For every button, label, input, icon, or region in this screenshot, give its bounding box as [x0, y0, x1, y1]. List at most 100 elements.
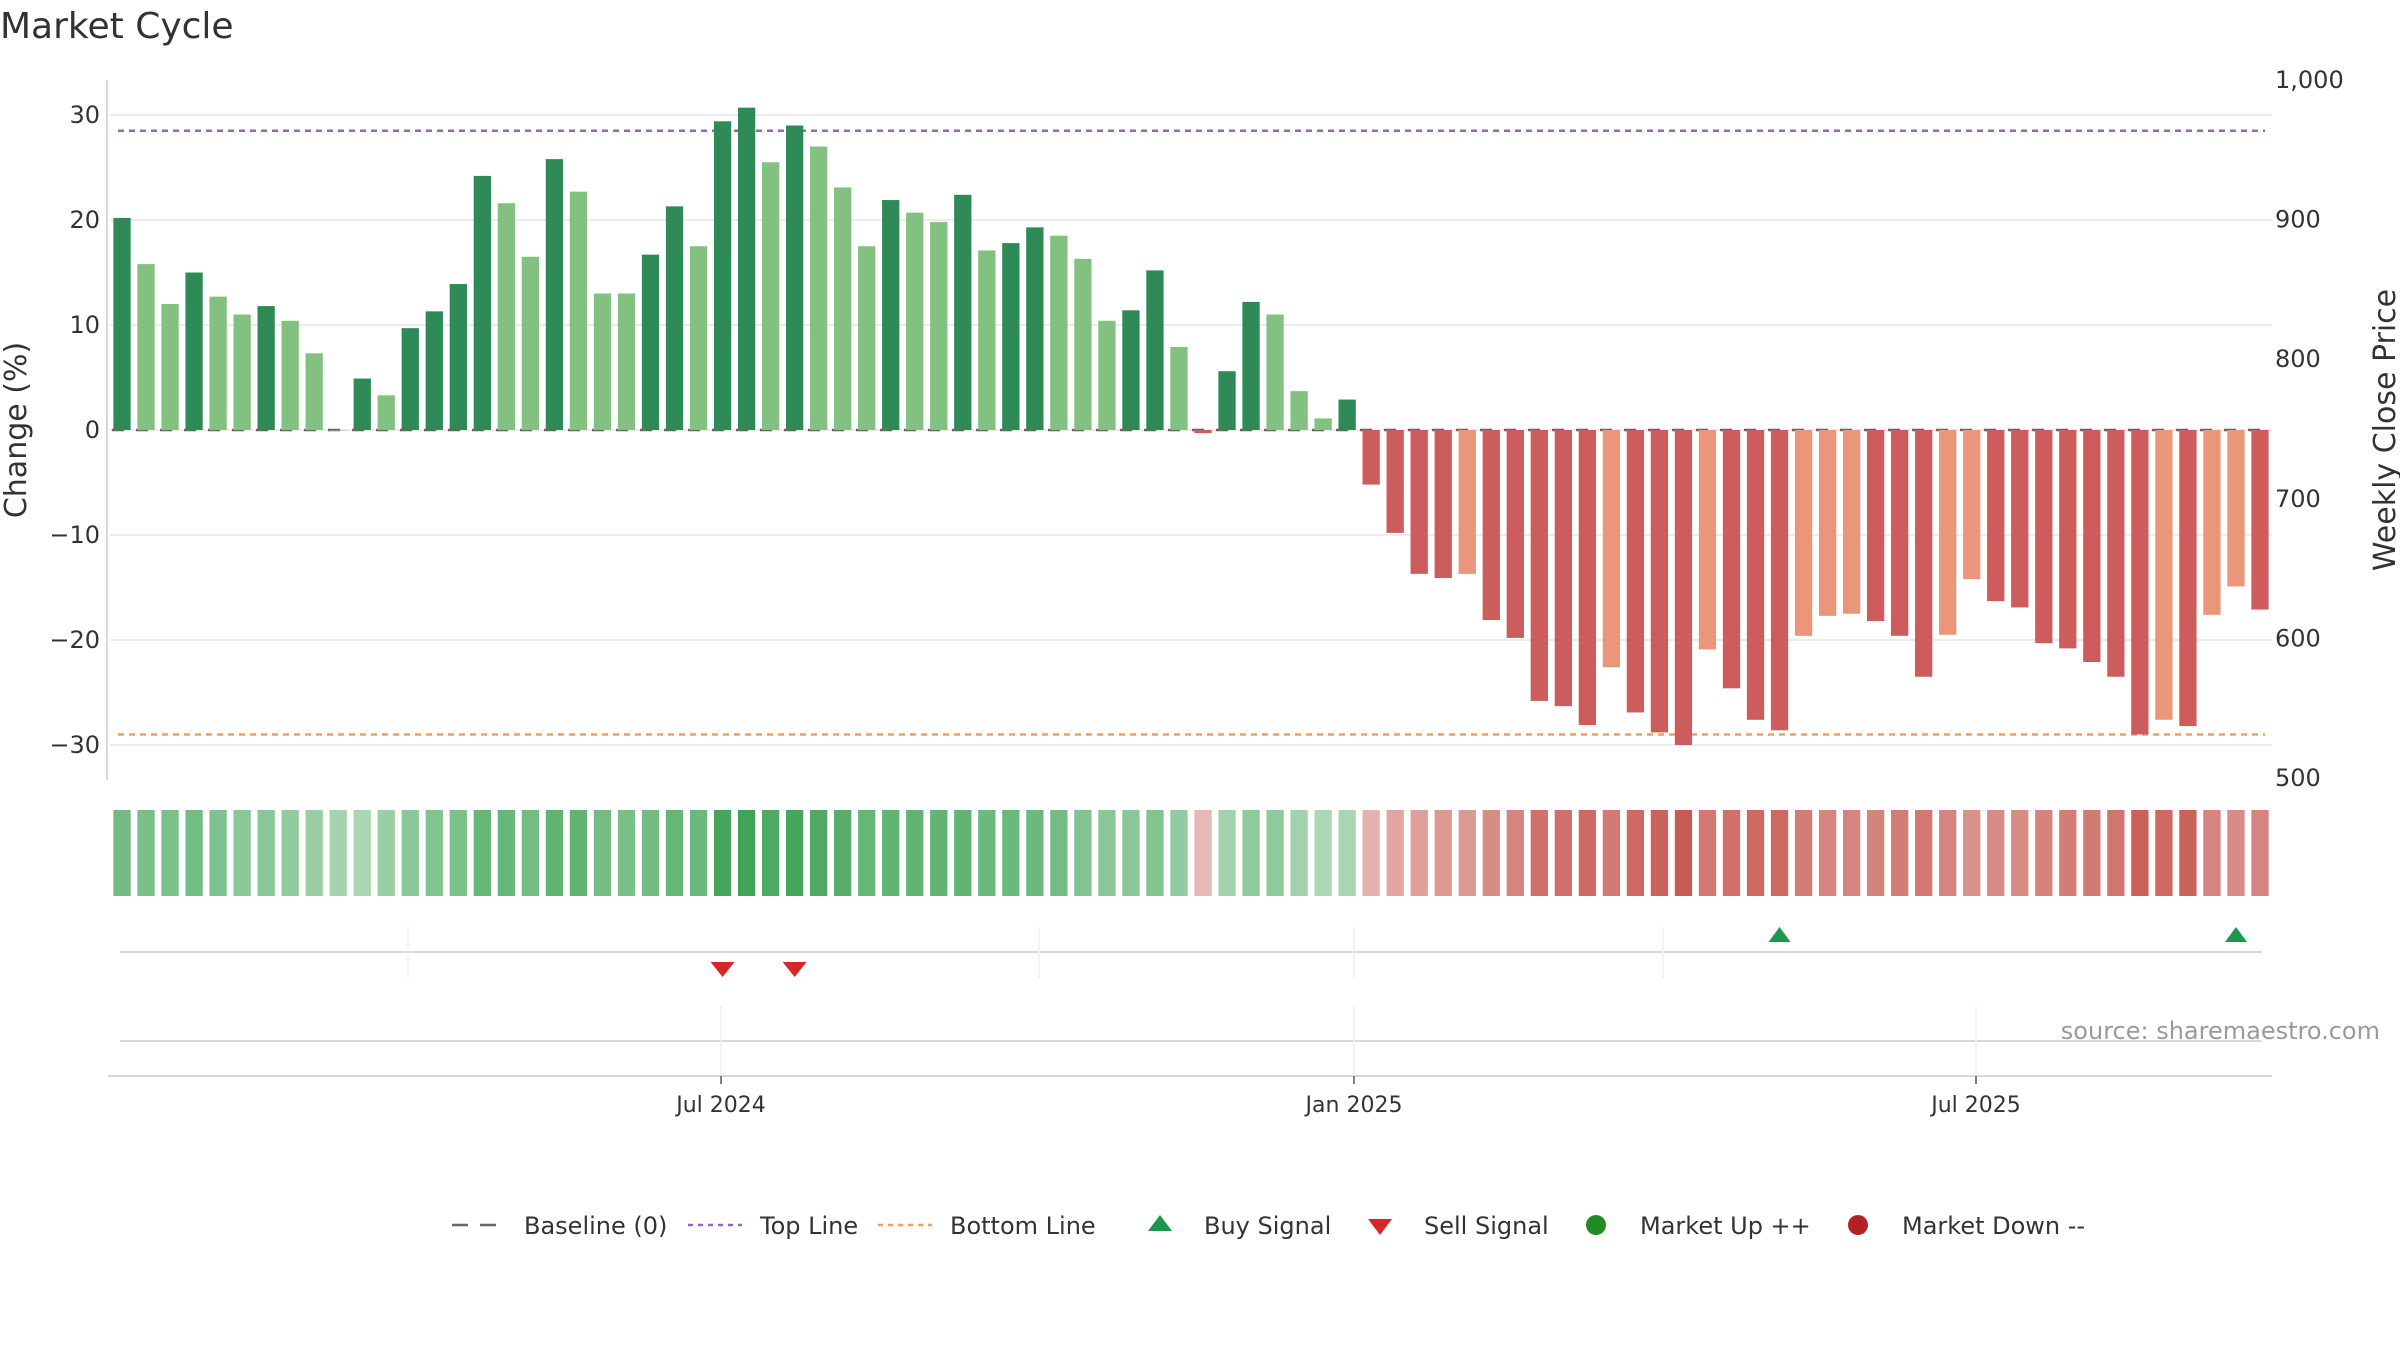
heat-cell	[1242, 810, 1260, 896]
bar	[113, 217, 131, 430]
heat-cell	[401, 810, 419, 896]
heat-cell	[1674, 810, 1693, 896]
heat-cell	[209, 810, 227, 896]
reference-lines	[112, 129, 2270, 736]
legend: Baseline (0) Top Line Bottom Line Buy Signa…	[452, 1212, 2085, 1240]
bar	[1915, 430, 1933, 677]
heat-cell	[185, 810, 203, 896]
heat-strip	[113, 810, 2269, 896]
bar	[521, 256, 540, 430]
heat-cell	[2059, 810, 2077, 896]
y2-tick-label: 900	[2275, 206, 2321, 234]
buy-signal-marker	[1768, 927, 1791, 942]
heat-cell	[2035, 810, 2053, 896]
bar	[834, 187, 852, 430]
bar	[1170, 347, 1188, 430]
bar	[1218, 371, 1236, 430]
bar	[1146, 270, 1164, 430]
bar	[1506, 430, 1524, 638]
bar	[1074, 258, 1092, 430]
y-tick-label: −30	[49, 731, 100, 759]
heat-cell	[1794, 810, 1813, 896]
heat-cell	[1650, 810, 1669, 896]
heat-cell	[1818, 810, 1837, 896]
bar	[1722, 430, 1741, 689]
heat-cell	[1170, 810, 1188, 896]
bar	[1578, 430, 1597, 726]
bar	[1674, 430, 1693, 745]
bar	[569, 191, 588, 430]
legend-label: Buy Signal	[1204, 1212, 1331, 1240]
bar	[713, 121, 732, 431]
bar	[1098, 320, 1116, 430]
heat-cell	[930, 810, 948, 896]
heat-cell	[521, 810, 540, 896]
legend-swatch	[1848, 1215, 1868, 1235]
bar	[329, 430, 347, 431]
heat-cell	[1434, 810, 1452, 896]
bar	[209, 296, 227, 430]
bar	[593, 293, 612, 430]
heat-cell	[425, 810, 443, 896]
legend-swatch	[1368, 1219, 1392, 1235]
heat-cell	[1290, 810, 1308, 896]
heat-cell	[1987, 810, 2005, 896]
y-tick-label: 0	[85, 416, 100, 444]
bar	[665, 206, 684, 430]
bar	[1770, 430, 1789, 731]
bar	[1458, 430, 1476, 574]
bar	[617, 293, 636, 430]
heat-cell	[1770, 810, 1789, 896]
heat-cell	[1362, 810, 1380, 896]
heat-cell	[1314, 810, 1332, 896]
bar	[1698, 430, 1717, 650]
heat-cell	[1458, 810, 1476, 896]
heat-cell	[617, 810, 636, 896]
heat-cell	[1122, 810, 1140, 896]
bar	[2011, 430, 2029, 608]
y-tick-label: 30	[69, 101, 100, 129]
legend-label: Bottom Line	[950, 1212, 1096, 1240]
heat-cell	[281, 810, 299, 896]
bar	[954, 194, 972, 430]
legend-item-baseline: Baseline (0)	[452, 1212, 667, 1240]
heat-cell	[906, 810, 924, 896]
date-axis-panel: Jul 2024 Jan 2025 Jul 2025 source: sharemae…	[108, 1006, 2380, 1118]
bar	[1386, 430, 1404, 533]
bar	[137, 264, 155, 430]
heat-cell	[1915, 810, 1933, 896]
bar	[1939, 430, 1957, 635]
bar	[689, 246, 708, 430]
bar-series	[113, 107, 2269, 745]
heat-cell	[834, 810, 852, 896]
buy-signal-marker	[2224, 927, 2247, 942]
heat-cell	[1050, 810, 1068, 896]
heat-cell	[641, 810, 660, 896]
x-tick-label: Jul 2024	[674, 1093, 766, 1118]
legend-item-buy: Buy Signal	[1148, 1212, 1331, 1240]
bar	[930, 222, 948, 430]
bar	[1194, 430, 1212, 434]
y2-tick-label: 700	[2275, 485, 2321, 513]
heat-cell	[1939, 810, 1957, 896]
heat-cell	[329, 810, 347, 896]
bar	[1482, 430, 1500, 621]
heat-cell	[1098, 810, 1116, 896]
legend-item-up: Market Up ++	[1586, 1212, 1811, 1240]
y2-tick-label: 800	[2275, 345, 2321, 373]
bar	[2035, 430, 2053, 644]
bar	[161, 304, 179, 430]
heat-cell	[954, 810, 972, 896]
heat-cell	[2083, 810, 2101, 896]
sell-signal-marker	[710, 962, 735, 977]
heat-cell	[785, 810, 804, 896]
legend-label: Top Line	[759, 1212, 858, 1240]
heat-cell	[1602, 810, 1621, 896]
bar	[2107, 430, 2125, 677]
bar	[2203, 430, 2221, 615]
bar	[1746, 430, 1765, 720]
heat-cell	[1842, 810, 1861, 896]
bar	[2083, 430, 2101, 663]
y-tick-label: −20	[49, 626, 100, 654]
